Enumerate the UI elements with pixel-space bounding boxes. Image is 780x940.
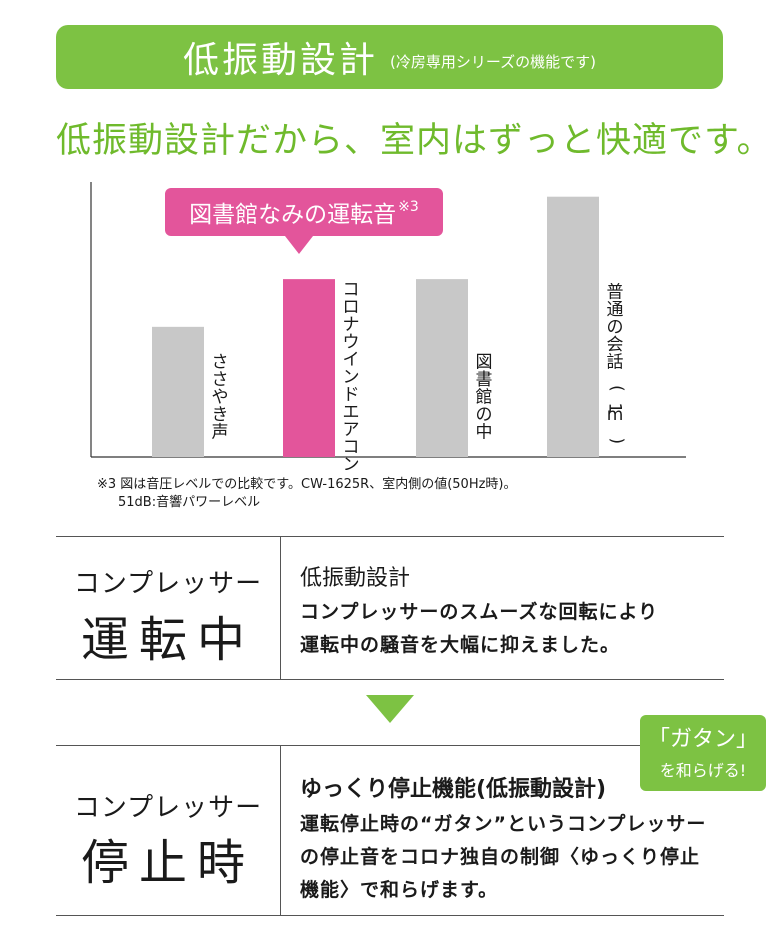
- row1-vertical-divider: [280, 536, 281, 679]
- callout-pointer: [285, 236, 313, 254]
- row2-bottom-divider: [56, 915, 724, 916]
- row1-title: 低振動設計: [300, 566, 411, 591]
- header-banner: 低振動設計 (冷房専用シリーズの機能です): [56, 25, 723, 89]
- callout-library-level: 図書館なみの運転音 ※3: [165, 188, 443, 236]
- badge-line-2: を和らげる!: [659, 761, 747, 780]
- bar-label-2: 図書館の中: [476, 353, 493, 443]
- row1-line-2: 運転中の騒音を大幅に抑えました。: [300, 634, 621, 656]
- bar-label-1: コロナウインドエアコン: [343, 280, 360, 470]
- row2-vertical-divider: [280, 745, 281, 915]
- row2-line-3: 機能〉で和らげます。: [300, 879, 499, 901]
- bar-2: [416, 279, 468, 457]
- bar-0: [152, 326, 204, 457]
- row1-label-big: 運転中: [80, 612, 255, 668]
- bar-1: [283, 279, 335, 457]
- row1-line-1: コンプレッサーのスムーズな回転により: [300, 601, 659, 623]
- noise-level-chart: ささやき声 コロナウインドエアコン 図書館の中 普通の会話(1m): [90, 182, 686, 470]
- row1-label-small: コンプレッサー: [73, 569, 263, 599]
- footnote-line-2: 51dB:音響パワーレベル: [118, 495, 261, 510]
- row1-bottom-divider: [56, 679, 724, 680]
- row2-title: ゆっくり停止機能(低振動設計): [300, 777, 607, 802]
- row2-label-small: コンプレッサー: [73, 793, 263, 823]
- badge-line-1: 「ガタン」: [647, 727, 758, 752]
- footnote-line-1: ※3 図は音圧レベルでの比較です。CW-1625R、室内側の値(50Hz時)。: [97, 477, 517, 492]
- bar-3: [547, 196, 599, 457]
- headline: 低振動設計だから、室内はずっと快適です。: [56, 121, 773, 161]
- callout-footnote-mark: ※3: [398, 199, 419, 215]
- callout-text: 図書館なみの運転音: [189, 202, 397, 228]
- row2-line-2: の停止音をコロナ独自の制御〈ゆっくり停止: [300, 846, 701, 868]
- down-arrow-icon: [366, 695, 414, 723]
- row2-line-1: 運転停止時の“ガタン”というコンプレッサー: [300, 813, 707, 835]
- bar-label-3: 普通の会話(1m): [605, 283, 627, 445]
- bar-label-0: ささやき声: [212, 353, 229, 443]
- gatan-badge: 「ガタン」 を和らげる!: [640, 715, 766, 791]
- banner-title: 低振動設計: [183, 40, 379, 81]
- row2-top-divider: [56, 745, 640, 746]
- banner-subtitle: (冷房専用シリーズの機能です): [390, 52, 596, 71]
- row2-label-big: 停止時: [80, 835, 255, 891]
- row1-top-divider: [56, 536, 724, 537]
